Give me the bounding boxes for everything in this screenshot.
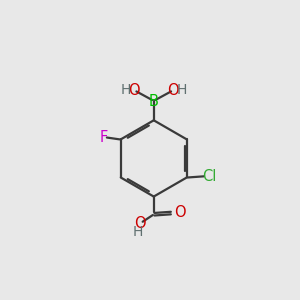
Text: O: O [174,205,185,220]
Text: H: H [120,82,130,97]
Text: O: O [128,83,140,98]
Text: H: H [177,82,188,97]
Text: Cl: Cl [202,169,216,184]
Text: H: H [132,225,143,239]
Text: B: B [149,94,159,109]
Text: F: F [99,130,107,145]
Text: O: O [168,83,179,98]
Text: O: O [134,216,146,231]
